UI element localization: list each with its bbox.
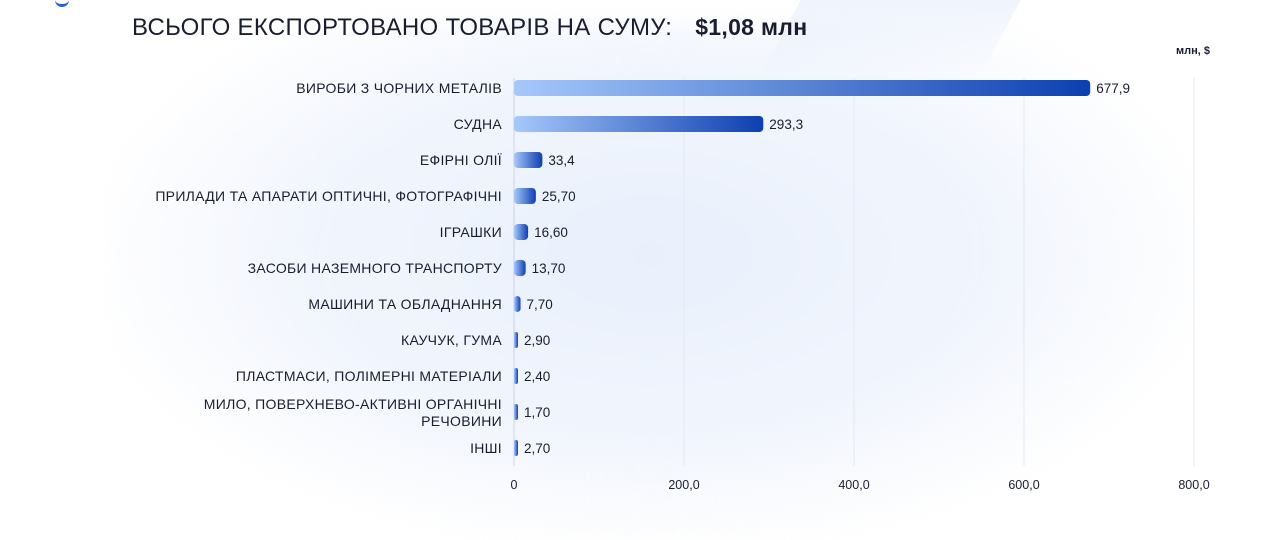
bars (514, 80, 1091, 456)
value-label: 16,60 (534, 225, 568, 240)
bar-chart: ВИРОБИ З ЧОРНИХ МЕТАЛІВ СУДНА ЕФІРНІ ОЛІЇ П… (155, 78, 1210, 492)
bar (514, 260, 526, 276)
chart-header: ВСЬОГО ЕКСПОРТОВАНО ТОВАРІВ НА СУМУ: $1,… (132, 14, 807, 42)
grid-lines (513, 78, 1195, 466)
unit-label: млн, $ (1176, 45, 1210, 57)
bar (514, 440, 518, 456)
category-label: МАШИНИ ТА ОБЛАДНАННЯ (308, 296, 502, 312)
x-tick-label: 800,0 (1178, 478, 1209, 492)
category-label: ІНШІ (470, 440, 502, 456)
value-label: 25,70 (542, 189, 576, 204)
category-label: ЗАСОБИ НАЗЕМНОГО ТРАНСПОРТУ (248, 260, 502, 276)
category-label: СУДНА (454, 116, 503, 132)
export-total: $1,08 млн (695, 14, 808, 40)
value-label: 7,70 (527, 297, 553, 312)
bar (514, 332, 518, 348)
value-label: 293,3 (769, 117, 803, 132)
bar (514, 152, 543, 168)
category-label: КАУЧУК, ГУМА (401, 332, 502, 348)
category-label: ЕФІРНІ ОЛІЇ (420, 152, 502, 168)
chart-title: ВСЬОГО ЕКСПОРТОВАНО ТОВАРІВ НА СУМУ: (132, 14, 673, 41)
value-label: 1,70 (524, 405, 550, 420)
bar (514, 368, 518, 384)
x-axis-ticks: 0 200,0 400,0 600,0 800,0 (511, 478, 1210, 492)
bar (514, 188, 536, 204)
bar (514, 296, 521, 312)
value-label: 33,4 (548, 153, 575, 168)
bar (514, 80, 1091, 96)
x-tick-label: 200,0 (668, 478, 699, 492)
value-labels: 677,9 293,3 33,4 25,70 16,60 13,70 7,70 2,90 2,4… (524, 81, 1130, 456)
bar (514, 224, 529, 240)
bar (514, 404, 518, 420)
value-label: 2,70 (524, 441, 550, 456)
category-label: ІГРАШКИ (440, 224, 502, 240)
x-tick-label: 400,0 (838, 478, 869, 492)
value-label: 2,40 (524, 369, 550, 384)
x-tick-label: 600,0 (1008, 478, 1039, 492)
logo-icon (55, 0, 69, 7)
value-label: 13,70 (532, 261, 566, 276)
category-label: ПРИЛАДИ ТА АПАРАТИ ОПТИЧНІ, ФОТОГРАФІЧНІ (155, 188, 502, 204)
background-glow (110, 20, 1190, 540)
category-label: ВИРОБИ З ЧОРНИХ МЕТАЛІВ (296, 80, 502, 96)
bar (514, 116, 764, 132)
category-labels: ВИРОБИ З ЧОРНИХ МЕТАЛІВ СУДНА ЕФІРНІ ОЛІЇ П… (155, 80, 502, 456)
x-tick-label: 0 (511, 478, 518, 492)
value-label: 2,90 (524, 333, 550, 348)
category-label: ПЛАСТМАСИ, ПОЛІМЕРНІ МАТЕРІАЛИ (236, 368, 502, 384)
value-label: 677,9 (1096, 81, 1130, 96)
category-label: МИЛО, ПОВЕРХНЕВО-АКТИВНІ ОРГАНІЧНІ РЕЧОВИ… (204, 396, 502, 429)
